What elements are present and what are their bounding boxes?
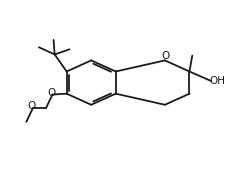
Text: O: O bbox=[160, 51, 169, 61]
Text: OH: OH bbox=[208, 76, 224, 86]
Text: O: O bbox=[27, 101, 36, 111]
Text: O: O bbox=[47, 88, 55, 98]
